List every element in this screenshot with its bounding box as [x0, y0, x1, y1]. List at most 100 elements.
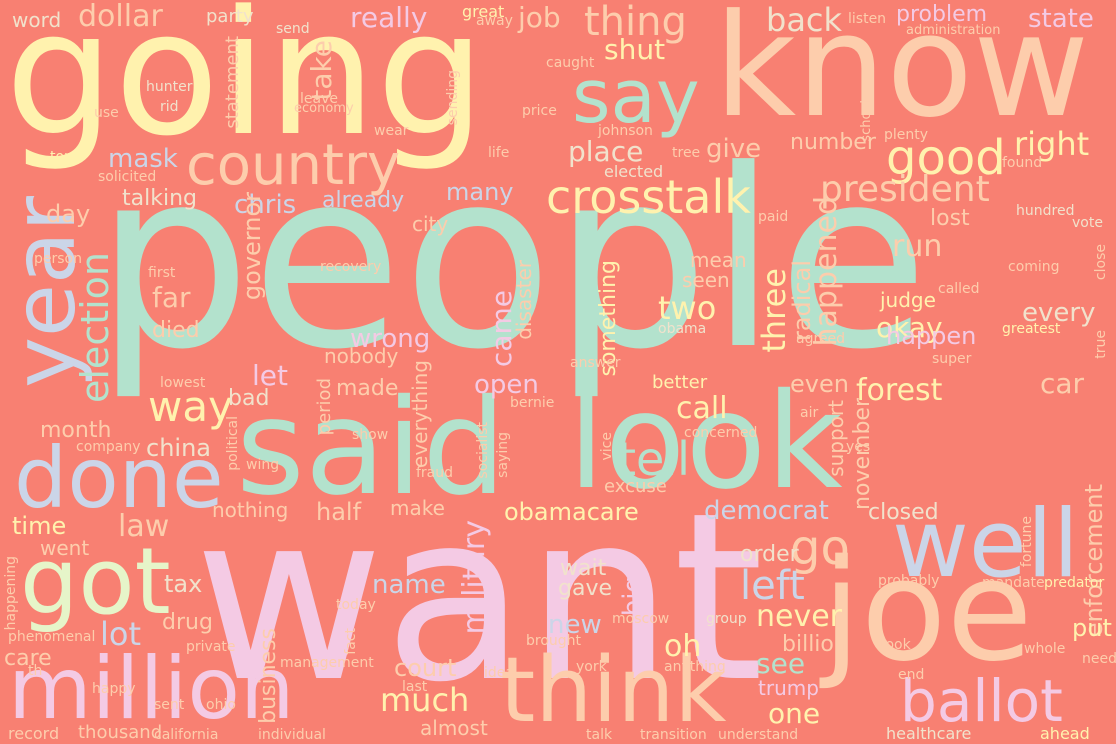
word-whole: whole — [1024, 641, 1066, 657]
word-mask: mask — [108, 144, 178, 174]
word-period: period — [314, 378, 335, 436]
word-everything: everything — [408, 360, 432, 468]
word-go: go — [790, 520, 850, 576]
word-number: number — [790, 130, 876, 155]
word-look: look — [568, 365, 843, 519]
word-concerned: concerned — [684, 425, 758, 441]
word-wrong: wrong — [350, 324, 431, 354]
word-economy: economy — [294, 101, 354, 116]
word-brought: brought — [526, 633, 582, 649]
word-vice: vice — [599, 432, 615, 461]
word-happy: happy — [92, 681, 136, 697]
word-phenomenal: phenomenal — [8, 629, 96, 645]
word-closed: closed — [868, 500, 939, 525]
word-today: today — [336, 597, 376, 613]
word-see: see — [756, 647, 806, 680]
word-rid: rid — [160, 99, 179, 115]
word-close: close — [1093, 244, 1109, 281]
word-tell: tell — [618, 432, 690, 486]
word-one: one — [768, 697, 821, 730]
word-day: day — [46, 200, 91, 228]
word-shut: shut — [604, 33, 666, 66]
word-billion: billion — [782, 632, 848, 657]
word-judge: judge — [880, 288, 936, 312]
word-recovery: recovery — [320, 259, 382, 275]
word-saying: saying — [495, 432, 511, 478]
word-many: many — [446, 178, 514, 206]
word-tree: tree — [672, 145, 701, 161]
word-election: election — [73, 252, 117, 403]
word-leave: leave — [300, 91, 338, 107]
word-know: know — [714, 0, 1090, 149]
word-management: management — [280, 655, 374, 671]
word-china: china — [146, 434, 211, 462]
word-governor: governor — [238, 192, 266, 301]
word-plenty: plenty — [884, 127, 929, 143]
word-give: give — [706, 134, 762, 164]
word-political: political — [225, 416, 241, 471]
word-air: air — [800, 405, 819, 421]
word-bad: bad — [228, 386, 270, 411]
word-greatest: greatest — [1002, 321, 1061, 337]
word-nobody: nobody — [324, 344, 399, 368]
word-great: great — [462, 2, 505, 21]
word-obama: obama — [658, 321, 707, 337]
word-every: every — [1022, 298, 1096, 328]
word-thing: thing — [584, 0, 687, 45]
word-month: month — [40, 418, 112, 443]
word-show: show — [352, 427, 389, 443]
word-died: died — [152, 318, 200, 343]
word-right: right — [1014, 125, 1090, 163]
word-really: really — [350, 1, 428, 34]
word-car: car — [1040, 367, 1085, 400]
word-care: care — [4, 646, 52, 671]
word-tax: tax — [164, 570, 203, 598]
word-away: away — [476, 13, 513, 29]
word-moscow: moscow — [612, 611, 670, 627]
word-took: took — [880, 637, 911, 653]
word-dollar: dollar — [78, 0, 163, 34]
word-socialist: socialist — [475, 422, 491, 479]
word-new: new — [548, 610, 602, 640]
word-crosstalk: crosstalk — [546, 170, 751, 224]
word-true: true — [1093, 330, 1109, 359]
word-even: even — [790, 370, 849, 398]
word-talking: talking — [122, 186, 197, 211]
word-mean: mean — [690, 248, 747, 272]
word-already: already — [322, 188, 405, 213]
word-hundred: hundred — [1016, 203, 1075, 219]
word-coming: coming — [1008, 259, 1060, 275]
word-paid: paid — [758, 209, 789, 225]
word-military: military — [457, 520, 492, 635]
word-done: done — [14, 429, 224, 527]
word-private: private — [186, 639, 236, 655]
word-bernie: bernie — [510, 395, 555, 411]
word-trump: trump — [758, 676, 819, 700]
word-gave: gave — [558, 576, 613, 601]
word-york: york — [576, 659, 607, 675]
word-vote: vote — [1072, 215, 1103, 231]
word-record: record — [8, 724, 60, 743]
word-hunter: hunter — [146, 79, 193, 95]
word-never: never — [756, 599, 843, 634]
word-life: life — [488, 145, 510, 161]
word-put: put — [1072, 614, 1112, 642]
word-law: law — [118, 509, 170, 544]
word-fortune: fortune — [1019, 516, 1035, 568]
word-end: end — [898, 667, 925, 683]
word-party: party — [206, 6, 254, 27]
word-super: super — [932, 351, 972, 367]
word-california: california — [154, 727, 219, 743]
word-school: school — [859, 100, 874, 142]
word-run: run — [892, 229, 943, 264]
word-problem: problem — [896, 2, 988, 27]
word-lot: lot — [100, 615, 142, 653]
word-company: company — [76, 439, 141, 455]
word-drug: drug — [162, 610, 213, 635]
word-price: price — [522, 103, 557, 119]
word-administration: administration — [906, 23, 1001, 38]
word-said: said — [236, 371, 507, 525]
word-left: left — [740, 563, 805, 609]
word-sent: sent — [154, 697, 185, 713]
word-top: top — [50, 149, 73, 165]
